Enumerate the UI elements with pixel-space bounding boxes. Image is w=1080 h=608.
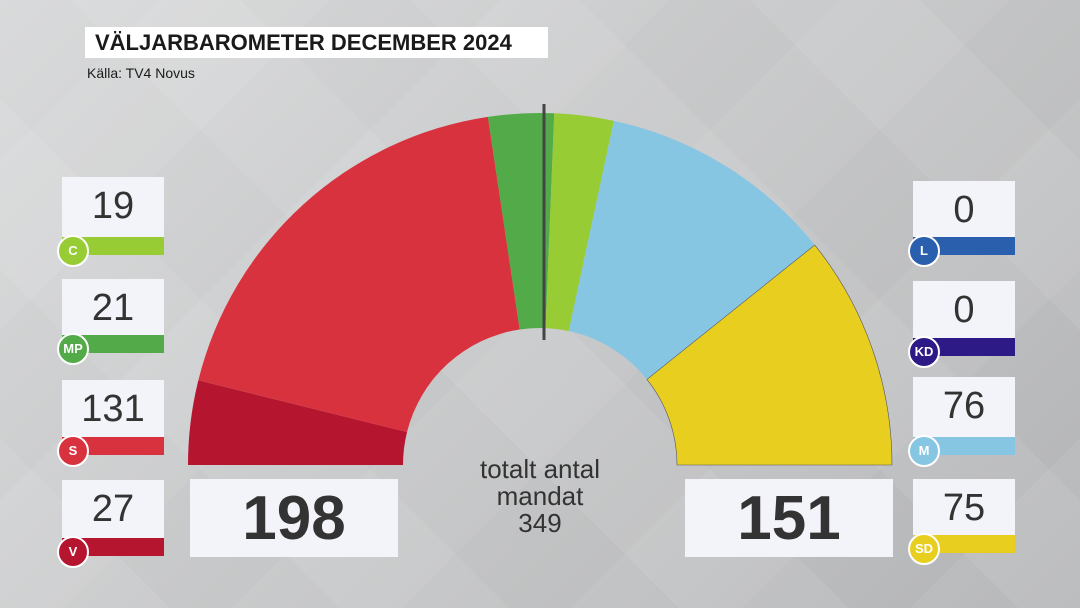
center-line-1: totalt antal <box>480 454 600 484</box>
arc-segment-sd <box>646 244 893 466</box>
arc-segment-s <box>198 116 520 433</box>
seat-count: 75 <box>942 487 986 529</box>
source-label: Källa: TV4 Novus <box>87 65 195 81</box>
party-card-kd: 0 KD <box>908 281 1015 368</box>
center-line-3: 349 <box>518 508 562 538</box>
seat-count: 19 <box>91 185 135 227</box>
party-badge: M <box>908 435 940 467</box>
party-card-c: 19 C <box>57 177 164 267</box>
party-badge: C <box>57 235 89 267</box>
party-card-l: 0 L <box>908 181 1015 267</box>
seat-count: 76 <box>942 385 986 427</box>
seat-count: 0 <box>953 289 975 331</box>
party-badge: S <box>57 435 89 467</box>
party-card-mp: 21 MP <box>57 279 164 365</box>
arc-segment-c <box>545 113 614 332</box>
arc-segment-mp <box>487 113 555 330</box>
party-badge: SD <box>908 533 940 565</box>
right-bloc-total: 151 <box>685 479 893 557</box>
party-badge: KD <box>908 336 940 368</box>
party-badge: MP <box>57 333 89 365</box>
chart-title: VÄLJARBAROMETER DECEMBER 2024 <box>85 27 548 58</box>
seat-count: 27 <box>91 488 135 530</box>
party-card-sd: 75 SD <box>908 479 1015 565</box>
party-card-m: 76 M <box>908 377 1015 467</box>
left-bloc-total: 198 <box>190 479 398 557</box>
party-badge: V <box>57 536 89 568</box>
party-card-v: 27 V <box>57 480 164 568</box>
seat-count: 0 <box>953 189 975 231</box>
total-seats-label: totalt antal mandat 349 <box>440 456 640 537</box>
party-badge: L <box>908 235 940 267</box>
arc-segment-v <box>188 380 408 465</box>
party-card-s: 131 S <box>57 380 164 467</box>
arc-segment-m <box>568 120 815 380</box>
seat-count: 131 <box>81 388 145 430</box>
center-line-2: mandat <box>496 481 584 511</box>
seat-count: 21 <box>91 287 135 329</box>
